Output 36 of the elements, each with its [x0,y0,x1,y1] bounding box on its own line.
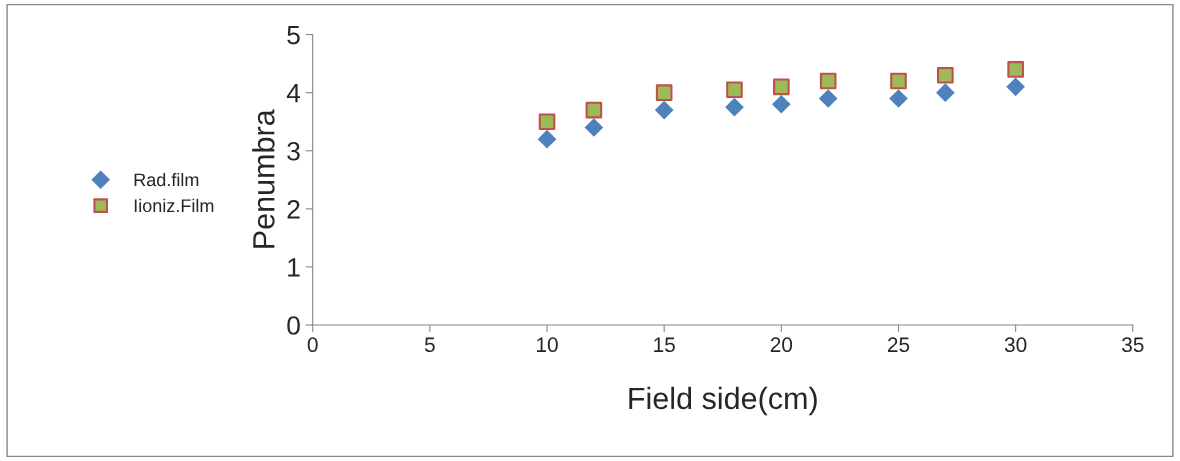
point [725,97,744,117]
y-tick-label: 3 [287,141,300,161]
x-tick-label: 5 [424,337,435,353]
point [1007,61,1024,78]
point [584,118,604,137]
x-tick-label: 25 [887,337,910,353]
point [537,129,557,149]
point [585,101,603,119]
x-tick-label: 10 [537,337,558,353]
x-tick-label: 20 [770,337,793,353]
y-tick-label: 5 [287,25,300,45]
y-tick-label: 2 [287,199,300,219]
legend-label: Iioniz.Film [134,198,214,213]
y-axis-title: Penumbra [252,109,275,248]
point [726,81,743,99]
point [772,94,791,114]
point [936,83,955,102]
x-tick-label: 0 [307,337,318,353]
y-tick-label: 1 [288,258,300,277]
point [1006,77,1025,97]
point [890,72,907,90]
x-tick-label: 30 [1004,337,1027,353]
x-tick-label: 35 [1122,337,1144,353]
y-tick-label: 0 [287,316,300,335]
point [818,89,838,108]
point [773,78,790,96]
point [654,100,674,120]
x-tick-label: 15 [654,337,675,353]
point [655,84,673,101]
x-axis-title: Field side(cm) [629,386,817,416]
point [538,113,556,131]
legend-label: Rad.film [134,172,199,187]
point [937,66,954,84]
y-tick-label: 4 [286,84,301,103]
point [889,89,908,108]
point [819,72,837,90]
